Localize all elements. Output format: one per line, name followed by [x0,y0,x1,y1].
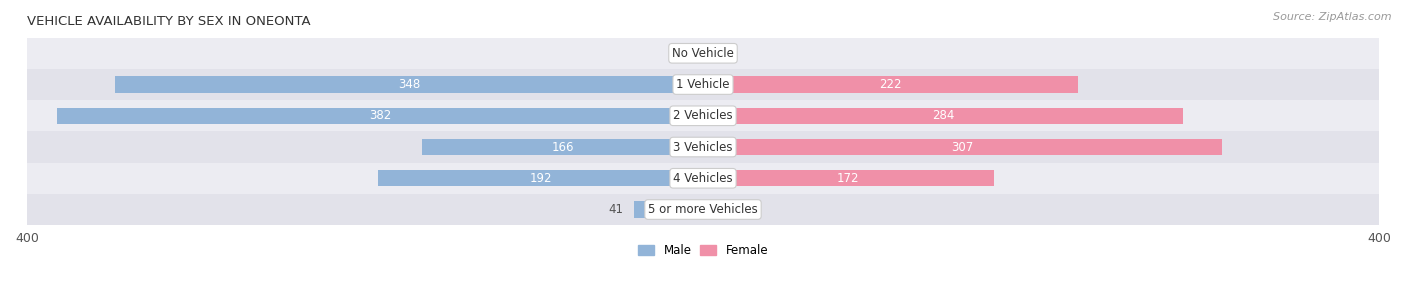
Text: Source: ZipAtlas.com: Source: ZipAtlas.com [1274,12,1392,22]
Bar [27,69,1379,100]
Text: 3 Vehicles: 3 Vehicles [673,140,733,154]
Text: 382: 382 [368,109,391,122]
Text: 5 or more Vehicles: 5 or more Vehicles [648,203,758,216]
Bar [703,170,994,186]
Bar [27,194,1379,225]
Bar [27,163,1379,194]
Text: VEHICLE AVAILABILITY BY SEX IN ONEONTA: VEHICLE AVAILABILITY BY SEX IN ONEONTA [27,15,311,28]
Bar [27,38,1379,69]
Bar [27,131,1379,163]
Text: 307: 307 [952,140,973,154]
Bar [58,108,703,124]
Text: 166: 166 [551,140,574,154]
Text: 192: 192 [530,172,553,185]
Bar [422,139,703,155]
Bar [378,170,703,186]
Legend: Male, Female: Male, Female [631,238,775,263]
Text: 0: 0 [686,47,693,60]
Text: 9: 9 [728,47,735,60]
Bar [703,139,1222,155]
Text: 2 Vehicles: 2 Vehicles [673,109,733,122]
Text: 284: 284 [932,109,955,122]
Bar [703,108,1182,124]
Bar [115,76,703,93]
Text: No Vehicle: No Vehicle [672,47,734,60]
Bar [27,100,1379,131]
Text: 41: 41 [609,203,624,216]
Text: 0: 0 [713,203,720,216]
Bar [703,76,1078,93]
Bar [634,201,703,218]
Text: 1 Vehicle: 1 Vehicle [676,78,730,91]
Text: 4 Vehicles: 4 Vehicles [673,172,733,185]
Text: 222: 222 [879,78,901,91]
Bar [703,45,718,62]
Text: 172: 172 [837,172,859,185]
Text: 348: 348 [398,78,420,91]
